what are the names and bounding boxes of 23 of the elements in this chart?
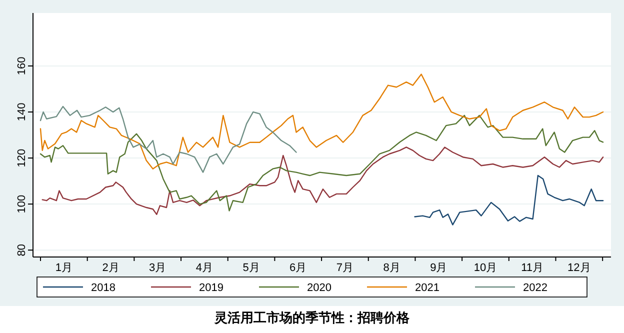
legend-label: 2021	[415, 282, 440, 294]
x-tick-label: 1月	[55, 262, 72, 274]
y-tick-label: 160	[16, 56, 28, 76]
y-tick-label: 100	[16, 194, 28, 214]
legend-label: 2022	[523, 282, 548, 294]
x-tick-label: 10月	[474, 262, 498, 274]
x-tick-label: 7月	[336, 262, 354, 274]
legend-label: 2018	[91, 282, 116, 294]
x-tick-label: 9月	[430, 262, 448, 274]
x-tick-label: 11月	[521, 262, 544, 274]
y-tick-label: 120	[16, 148, 28, 168]
x-tick-label: 2月	[102, 262, 120, 274]
x-tick-label: 6月	[290, 262, 307, 274]
x-tick-label: 8月	[383, 262, 400, 274]
legend-label: 2020	[307, 282, 332, 294]
x-tick-label: 3月	[149, 262, 166, 274]
x-tick-label: 12月	[568, 262, 591, 274]
y-tick-label: 80	[16, 244, 28, 256]
text: 灵活用工市场的季节性：招聘价格	[214, 310, 410, 325]
x-tick-label: 4月	[196, 262, 213, 274]
legend-label: 2019	[199, 282, 224, 294]
x-tick-label: 5月	[242, 262, 260, 274]
y-tick-label: 140	[16, 102, 28, 122]
